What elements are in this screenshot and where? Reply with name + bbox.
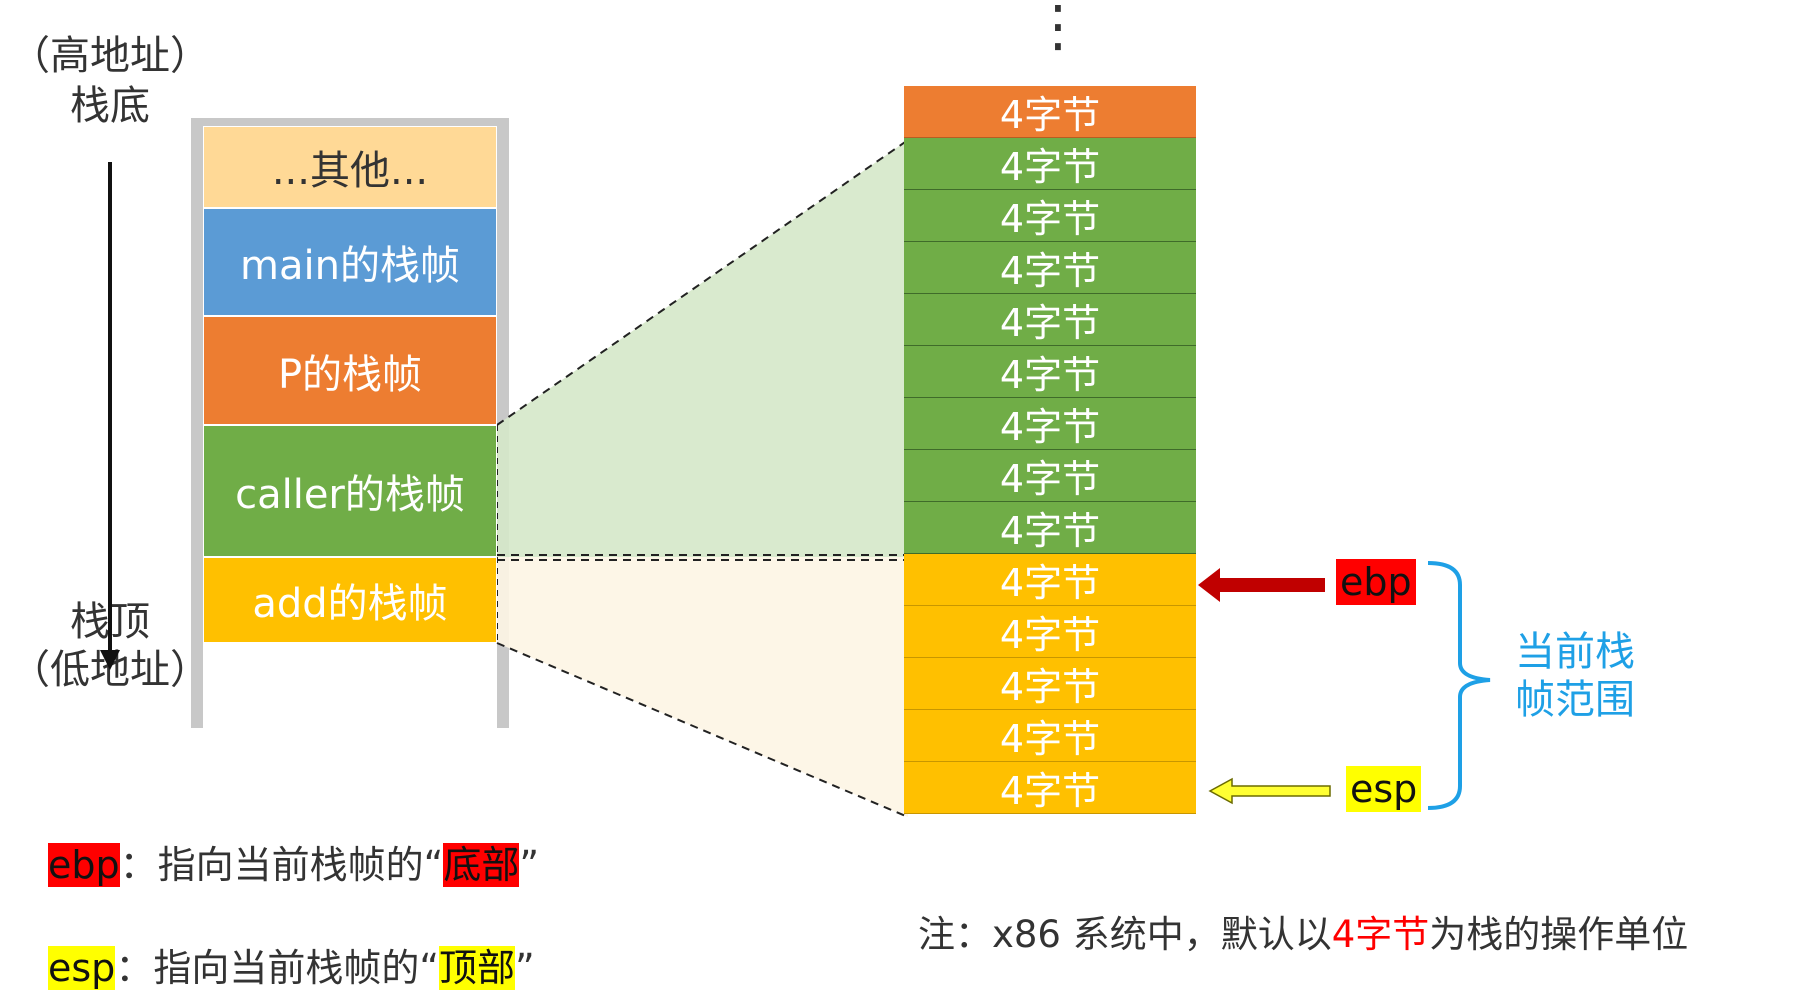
byte-cell: 4字节 — [904, 138, 1196, 190]
byte-cell: 4字节 — [904, 658, 1196, 710]
byte-cell: 4字节 — [904, 502, 1196, 554]
legend-esp-text: ：指向当前栈帧的“ — [115, 946, 439, 990]
byte-cell: 4字节 — [904, 86, 1196, 138]
detail-column: 4字节 4字节 4字节 4字节 4字节 4字节 4字节 4字节 4字节 4字节 4字节 4字节 4字节 4… — [904, 86, 1196, 814]
legend-esp-highlight: 顶部 — [439, 946, 516, 990]
frame-main: main的栈帧 — [203, 208, 497, 316]
byte-cell: 4字节 — [904, 450, 1196, 502]
footnote-suffix: 为栈的操作单位 — [1429, 913, 1689, 956]
byte-cell: 4字节 — [904, 398, 1196, 450]
stack-bottom-label: 栈底 — [70, 83, 150, 129]
legend-esp-close: ” — [515, 946, 535, 990]
projection-line-bottom — [496, 642, 909, 818]
byte-cell: 4字节 — [904, 346, 1196, 398]
byte-cell: 4字节 — [904, 762, 1196, 814]
frame-range-brace — [1427, 561, 1491, 810]
frame-add: add的栈帧 — [203, 557, 497, 643]
footnote: 注：x86 系统中，默认以4字节为栈的操作单位 — [918, 910, 1688, 960]
legend-ebp-text: ：指向当前栈帧的“ — [119, 843, 444, 887]
high-address-label: （高地址） — [10, 33, 210, 79]
stack-frames: ...其他... main的栈帧 P的栈帧 caller的栈帧 add的栈帧 — [203, 126, 497, 643]
byte-cell: 4字节 — [904, 606, 1196, 658]
byte-cell: 4字节 — [904, 242, 1196, 294]
legend-ebp-tag: ebp — [48, 843, 120, 887]
esp-pointer-label: esp — [1346, 766, 1422, 812]
stack-container-top — [191, 118, 509, 126]
byte-cell: 4字节 — [904, 554, 1196, 606]
ebp-arrow-head — [1198, 568, 1220, 602]
esp-arrow — [1208, 777, 1331, 805]
ebp-arrow-shaft — [1220, 578, 1325, 592]
ebp-pointer-label: ebp — [1336, 559, 1416, 605]
footnote-prefix: 注：x86 系统中，默认以 — [918, 913, 1332, 956]
footnote-highlight: 4字节 — [1331, 913, 1430, 956]
byte-cell: 4字节 — [904, 710, 1196, 762]
legend-esp-tag: esp — [48, 946, 116, 990]
frame-others: ...其他... — [203, 126, 497, 208]
legend-ebp-close: ” — [519, 843, 540, 887]
add-projection — [497, 557, 908, 817]
caller-projection — [497, 140, 908, 557]
frame-range-label-1: 当前栈 — [1515, 629, 1635, 675]
legend-ebp: ebp：指向当前栈帧的“底部” — [48, 840, 539, 890]
frame-caller: caller的栈帧 — [203, 425, 497, 557]
legend-esp: esp：指向当前栈帧的“顶部” — [48, 943, 535, 993]
vertical-ellipsis: ⋮ — [1030, 0, 1086, 59]
byte-cell: 4字节 — [904, 190, 1196, 242]
frame-range-label-2: 帧范围 — [1515, 677, 1635, 723]
legend-ebp-highlight: 底部 — [443, 843, 520, 887]
frame-p: P的栈帧 — [203, 316, 497, 425]
byte-cell: 4字节 — [904, 294, 1196, 346]
stack-container-left — [191, 118, 203, 728]
growth-arrow-head — [100, 650, 120, 670]
